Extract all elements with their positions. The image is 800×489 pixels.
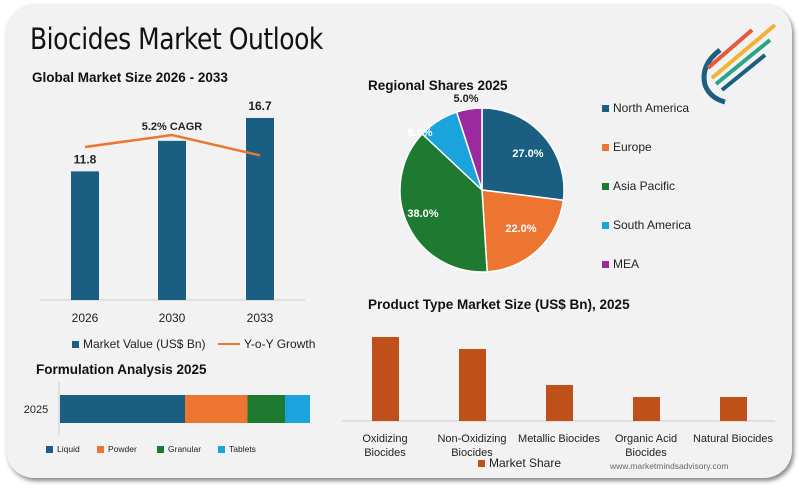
bar-market-2030 <box>158 140 186 300</box>
legend-label: South America <box>613 218 692 232</box>
bar-market-2026 <box>71 171 99 300</box>
y-tick-label: 2025 <box>24 404 48 416</box>
legend-label: North America <box>613 101 690 115</box>
legend-label: MEA <box>613 257 640 271</box>
legend-label: Market Value (US$ Bn) <box>83 337 206 351</box>
x-tick-label: Metallic Biocides <box>518 433 600 445</box>
page-title: Biocides Market Outlook <box>30 22 323 56</box>
regional-title: Regional Shares 2025 <box>368 78 508 93</box>
x-tick-label: Natural Biocides <box>693 433 774 445</box>
legend-market-share: Market Share <box>478 456 561 470</box>
legend-north-america: North America <box>602 101 689 115</box>
legend-label: Asia Pacific <box>613 179 676 193</box>
legend-tablets: Tablets <box>218 444 256 454</box>
legend-powder: Powder <box>97 444 137 454</box>
x-tick-label: 2033 <box>247 311 274 325</box>
legend-label: Granular <box>168 444 202 454</box>
legend-europe: Europe <box>602 140 652 154</box>
formulation-title: Formulation Analysis 2025 <box>36 362 207 377</box>
slice-label: 27.0% <box>512 148 543 160</box>
bar-segment-granular <box>247 395 285 423</box>
pie-slice-mea <box>455 107 483 191</box>
bar-product <box>633 397 660 421</box>
bar-product <box>546 385 573 421</box>
cagr-annotation: 5.2% CAGR <box>142 121 203 133</box>
website-link[interactable]: www.marketmindsadvisory.com <box>610 461 729 471</box>
slice-label: 5.0% <box>453 93 478 105</box>
data-label: 16.7 <box>248 99 272 113</box>
pie-slice-north-america <box>481 107 565 202</box>
legend-label: Europe <box>613 140 652 154</box>
legend-label: Y-o-Y Growth <box>244 337 316 351</box>
growth-line <box>84 133 261 157</box>
legend-label: Powder <box>108 444 137 454</box>
bar-segment-tablets <box>285 395 310 423</box>
slice-label: 38.0% <box>407 208 438 220</box>
x-tick-label: 2030 <box>159 311 186 325</box>
legend-asia-pacific: Asia Pacific <box>602 179 675 193</box>
x-tick-label: 2026 <box>72 311 99 325</box>
bar-product <box>720 397 747 421</box>
legend-south-america: South America <box>602 218 691 232</box>
pie-slice-asia-pacific <box>399 132 488 273</box>
legend-liquid: Liquid <box>46 444 80 454</box>
x-tick-label: Organic Acid Biocides <box>615 433 677 459</box>
legend-label: Liquid <box>57 444 80 454</box>
legend-growth: Y-o-Y Growth <box>218 337 315 351</box>
pie-slice-europe <box>481 189 565 273</box>
bar-segment-powder <box>185 395 248 423</box>
legend-mea: MEA <box>602 257 639 271</box>
x-tick-label: Oxidizing Biocides <box>362 433 407 459</box>
bar-segment-liquid <box>60 395 185 423</box>
bar-product <box>459 349 486 421</box>
slice-label: 8.0% <box>407 127 432 139</box>
legend-label: Market Share <box>489 456 562 470</box>
x-tick-label: Non-Oxidizing Biocides <box>437 433 506 459</box>
data-label: 11.8 <box>74 152 97 166</box>
slice-label: 22.0% <box>505 223 536 235</box>
legend-market-value: Market Value (US$ Bn) <box>72 337 206 351</box>
market-size-title: Global Market Size 2026 - 2033 <box>32 70 228 85</box>
product-title: Product Type Market Size (US$ Bn), 2025 <box>368 297 630 312</box>
legend-label: Tablets <box>229 444 256 454</box>
legend-granular: Granular <box>157 444 201 454</box>
bar-product <box>372 337 399 421</box>
bar-market-2033 <box>246 117 274 300</box>
